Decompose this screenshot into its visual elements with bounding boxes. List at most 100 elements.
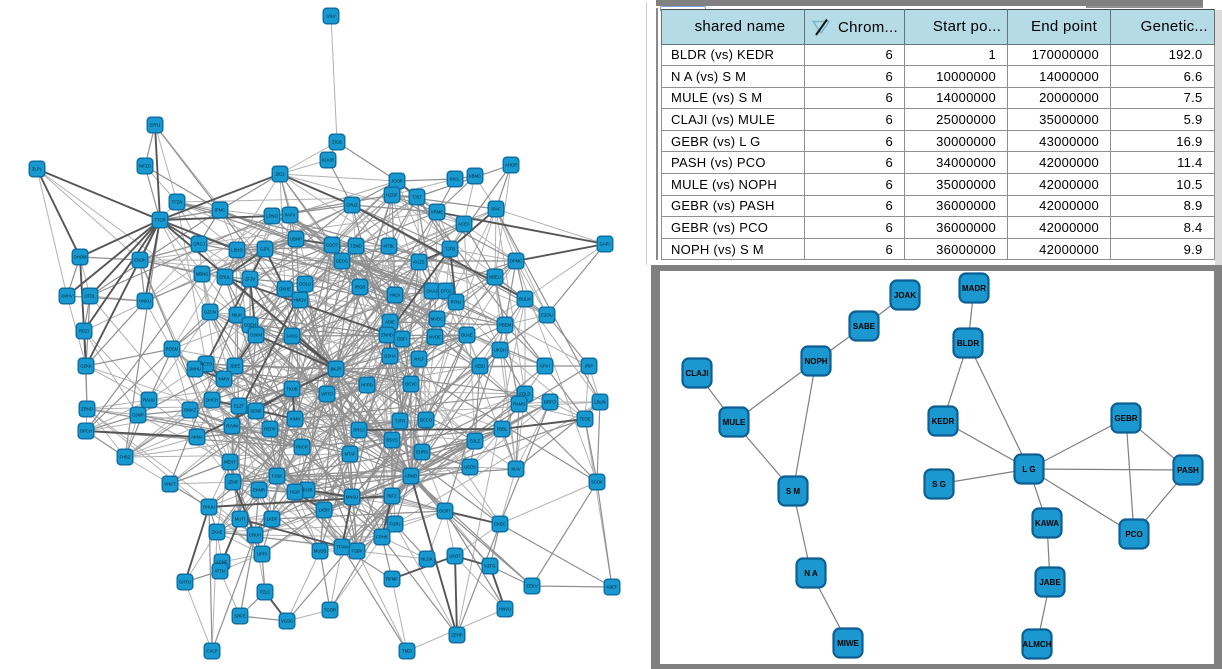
svg-text:UILV: UILV — [327, 14, 336, 19]
svg-text:GRCJ: GRCJ — [193, 242, 204, 247]
svg-text:GEOG: GEOG — [336, 259, 349, 264]
svg-text:NOPH: NOPH — [804, 357, 827, 366]
svg-text:EPRJ: EPRJ — [150, 123, 161, 128]
svg-text:IPAF: IPAF — [492, 207, 501, 212]
svg-text:UKGH: UKGH — [494, 348, 506, 353]
svg-text:JMHV: JMHV — [61, 294, 73, 299]
svg-text:KUUR: KUUR — [322, 158, 334, 163]
svg-text:JDEE: JDEE — [230, 364, 241, 369]
svg-text:CPUZ: CPUZ — [346, 203, 358, 208]
svg-text:ZIGB: ZIGB — [332, 140, 342, 145]
svg-text:TFVM: TFVM — [336, 545, 348, 550]
svg-text:BKJR: BKJR — [331, 367, 342, 372]
svg-text:DTOJ: DTOJ — [441, 289, 452, 294]
svg-text:EMJH: EMJH — [134, 258, 145, 263]
svg-text:HPPD: HPPD — [361, 383, 373, 388]
svg-text:JOOP: JOOP — [391, 179, 403, 184]
svg-text:MEHT: MEHT — [224, 460, 236, 465]
svg-text:EHRS: EHRS — [416, 450, 428, 455]
svg-text:LBUN: LBUN — [594, 400, 605, 405]
svg-text:NIUK: NIUK — [232, 313, 242, 318]
svg-text:DCCO: DCCO — [420, 418, 433, 423]
svg-text:BUAE: BUAE — [461, 333, 473, 338]
svg-text:ZRND: ZRND — [81, 407, 93, 412]
svg-text:AHOR: AHOR — [505, 163, 517, 168]
svg-text:REPP: REPP — [264, 427, 276, 432]
svg-text:JAOG: JAOG — [286, 334, 297, 339]
svg-text:MNSU: MNSU — [346, 495, 358, 500]
svg-text:MADR: MADR — [962, 284, 986, 293]
svg-text:PZLC: PZLC — [260, 590, 271, 595]
svg-text:TGOR: TGOR — [324, 608, 336, 613]
svg-text:NBEU: NBEU — [489, 275, 501, 280]
svg-text:JZMF: JZMF — [228, 480, 239, 485]
svg-text:DBFI: DBFI — [397, 337, 407, 342]
svg-text:ELZT: ELZT — [234, 404, 245, 409]
svg-text:GDEH: GDEH — [244, 323, 256, 328]
svg-text:KAWA: KAWA — [1035, 519, 1059, 528]
svg-text:APMO: APMO — [405, 474, 418, 479]
svg-text:GSHA: GSHA — [384, 354, 396, 359]
svg-text:MTAF: MTAF — [344, 452, 356, 457]
svg-text:CLAJI: CLAJI — [685, 369, 708, 378]
svg-text:KBMC: KBMC — [469, 174, 481, 179]
svg-text:IRIP: IRIP — [585, 364, 593, 369]
svg-text:OJMP: OJMP — [132, 413, 144, 418]
svg-text:PKCP: PKCP — [296, 445, 308, 450]
svg-text:MTBL: MTBL — [383, 244, 395, 249]
svg-text:VRTO: VRTO — [321, 392, 333, 397]
svg-text:TTCR: TTCR — [154, 218, 165, 223]
svg-text:SENF: SENF — [250, 409, 262, 414]
svg-text:OJKM: OJKM — [250, 333, 262, 338]
svg-text:UKBT: UKBT — [449, 554, 461, 559]
svg-text:NVOE: NVOE — [429, 335, 441, 340]
svg-text:ALMCH: ALMCH — [1023, 640, 1052, 649]
svg-text:BLDR: BLDR — [957, 339, 979, 348]
svg-text:SRFE: SRFE — [234, 614, 245, 619]
svg-text:OMAZ: OMAZ — [184, 408, 197, 413]
svg-text:USOS: USOS — [464, 465, 476, 470]
svg-text:FBBL: FBBL — [497, 427, 508, 432]
svg-text:GHTU: GHTU — [179, 580, 191, 585]
svg-text:S G: S G — [932, 480, 946, 489]
svg-text:IPTN: IPTN — [215, 569, 225, 574]
svg-text:KEDR: KEDR — [932, 417, 955, 426]
svg-text:EZOU: EZOU — [541, 313, 553, 318]
svg-text:PBEM: PBEM — [499, 323, 511, 328]
svg-text:TZMD: TZMD — [350, 244, 362, 249]
svg-text:KBEF: KBEF — [607, 585, 618, 590]
svg-text:ZLPL: ZLPL — [32, 167, 43, 172]
svg-text:RRCJ: RRCJ — [353, 428, 364, 433]
svg-text:TJST: TJST — [412, 195, 422, 200]
svg-text:DPCH: DPCH — [80, 429, 92, 434]
svg-text:OCVC: OCVC — [405, 382, 417, 387]
svg-text:BULM: BULM — [519, 297, 531, 302]
svg-text:MBNS: MBNS — [196, 272, 208, 277]
svg-text:IHCL: IHCL — [450, 177, 460, 182]
svg-text:GAPJ: GAPJ — [600, 242, 611, 247]
svg-text:UBNP: UBNP — [290, 237, 302, 242]
svg-text:KRME: KRME — [431, 210, 443, 215]
svg-text:JABE: JABE — [1039, 578, 1061, 587]
svg-text:FOLD: FOLD — [519, 392, 530, 397]
svg-text:AHLF: AHLF — [414, 357, 425, 362]
svg-text:RFMF: RFMF — [386, 577, 398, 582]
svg-text:UPPI: UPPI — [257, 552, 267, 557]
svg-text:GJPL: GJPL — [260, 247, 271, 252]
svg-text:FGRJ: FGRJ — [390, 522, 401, 527]
svg-text:MFZO: MFZO — [139, 164, 152, 169]
svg-text:RFNJ: RFNJ — [451, 300, 462, 305]
svg-text:ZNHD: ZNHD — [381, 333, 393, 338]
svg-text:TFZN: TFZN — [172, 200, 183, 205]
svg-text:DHCH: DHCH — [206, 398, 218, 403]
svg-text:CKBC: CKBC — [494, 522, 506, 527]
svg-text:ACEA: ACEA — [458, 222, 470, 227]
svg-text:JOAK: JOAK — [894, 291, 916, 300]
svg-text:PCO: PCO — [1125, 530, 1142, 539]
svg-text:LBHO: LBHO — [231, 248, 243, 253]
svg-text:LVDH: LVDH — [319, 508, 330, 513]
svg-text:OHUU: OHUU — [203, 505, 215, 510]
svg-text:IPMC: IPMC — [215, 208, 225, 213]
svg-text:ADIE: ADIE — [385, 320, 395, 325]
svg-text:OOLU: OOLU — [299, 282, 311, 287]
